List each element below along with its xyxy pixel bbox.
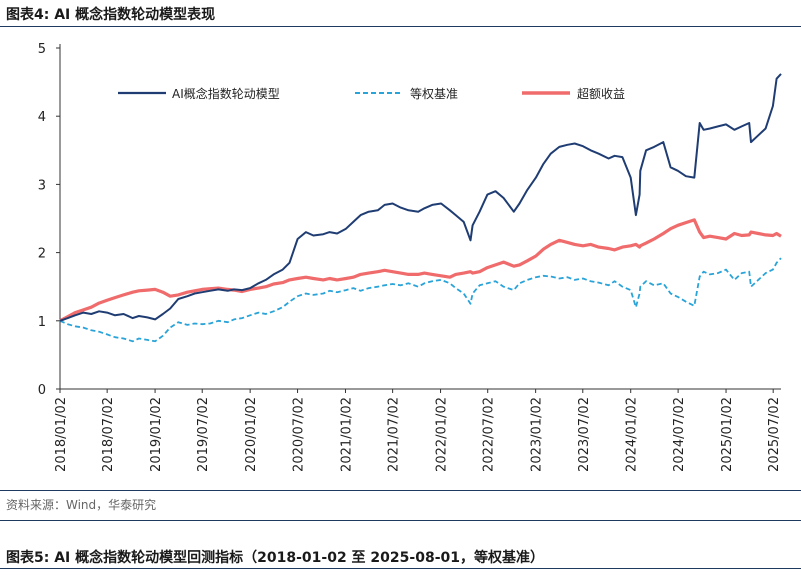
x-tick-label: 2018/01/02 xyxy=(54,397,69,472)
x-tick-label: 2023/07/02 xyxy=(577,397,592,472)
x-tick-label: 2024/01/02 xyxy=(625,397,640,472)
source-note: 资料来源：Wind，华泰研究 xyxy=(6,498,157,512)
y-tick-label: 3 xyxy=(38,178,46,193)
x-tick-label: 2018/07/02 xyxy=(101,397,116,472)
x-tick-label: 2021/01/02 xyxy=(339,397,354,472)
series-line-0 xyxy=(59,73,782,322)
x-tick-label: 2019/01/02 xyxy=(149,397,164,472)
chart-series-layer xyxy=(59,73,782,343)
x-tick-label: 2021/07/02 xyxy=(387,397,402,472)
y-tick-label: 0 xyxy=(38,383,46,398)
chart-canvas: 0 1 2 3 4 5 2018/01/02 2018/07/02 2019/01/02 2019… xyxy=(38,42,782,472)
x-tick-label: 2020/01/02 xyxy=(244,397,259,472)
x-tick-label: 2025/01/02 xyxy=(720,397,735,472)
title-underline xyxy=(0,26,801,27)
chart-legend: AI概念指数轮动模型 等权基准 超额收益 xyxy=(118,86,625,101)
x-tick-label: 2024/07/02 xyxy=(672,397,687,472)
source-rule xyxy=(0,490,801,491)
x-tick-label: 2019/07/02 xyxy=(196,397,211,472)
x-tick-label: 2023/01/02 xyxy=(530,397,545,472)
series-line-1 xyxy=(59,257,782,343)
y-tick-label: 4 xyxy=(38,110,46,125)
series-line-2 xyxy=(59,218,782,323)
next-title-underline xyxy=(0,568,801,569)
next-figure-title: 图表5: AI 概念指数轮动模型回测指标（2018-01-02 至 2025-0… xyxy=(6,550,544,566)
figure-title: 图表4: AI 概念指数轮动模型表现 xyxy=(6,7,216,23)
y-tick-label: 1 xyxy=(38,315,46,330)
legend-label-2: 超额收益 xyxy=(577,86,625,101)
x-tick-label: 2022/07/02 xyxy=(482,397,497,472)
x-tick-label: 2022/01/02 xyxy=(435,397,450,472)
footer-rule xyxy=(0,520,801,521)
chart-axes: 0 1 2 3 4 5 2018/01/02 2018/07/02 2019/01/02 2019… xyxy=(38,42,782,472)
x-tick-label: 2025/07/02 xyxy=(767,397,782,472)
y-tick-label: 5 xyxy=(38,42,46,57)
legend-label-0: AI概念指数轮动模型 xyxy=(172,86,280,101)
y-tick-label: 2 xyxy=(38,247,46,262)
x-tick-label: 2020/07/02 xyxy=(292,397,307,472)
legend-label-1: 等权基准 xyxy=(410,87,458,101)
